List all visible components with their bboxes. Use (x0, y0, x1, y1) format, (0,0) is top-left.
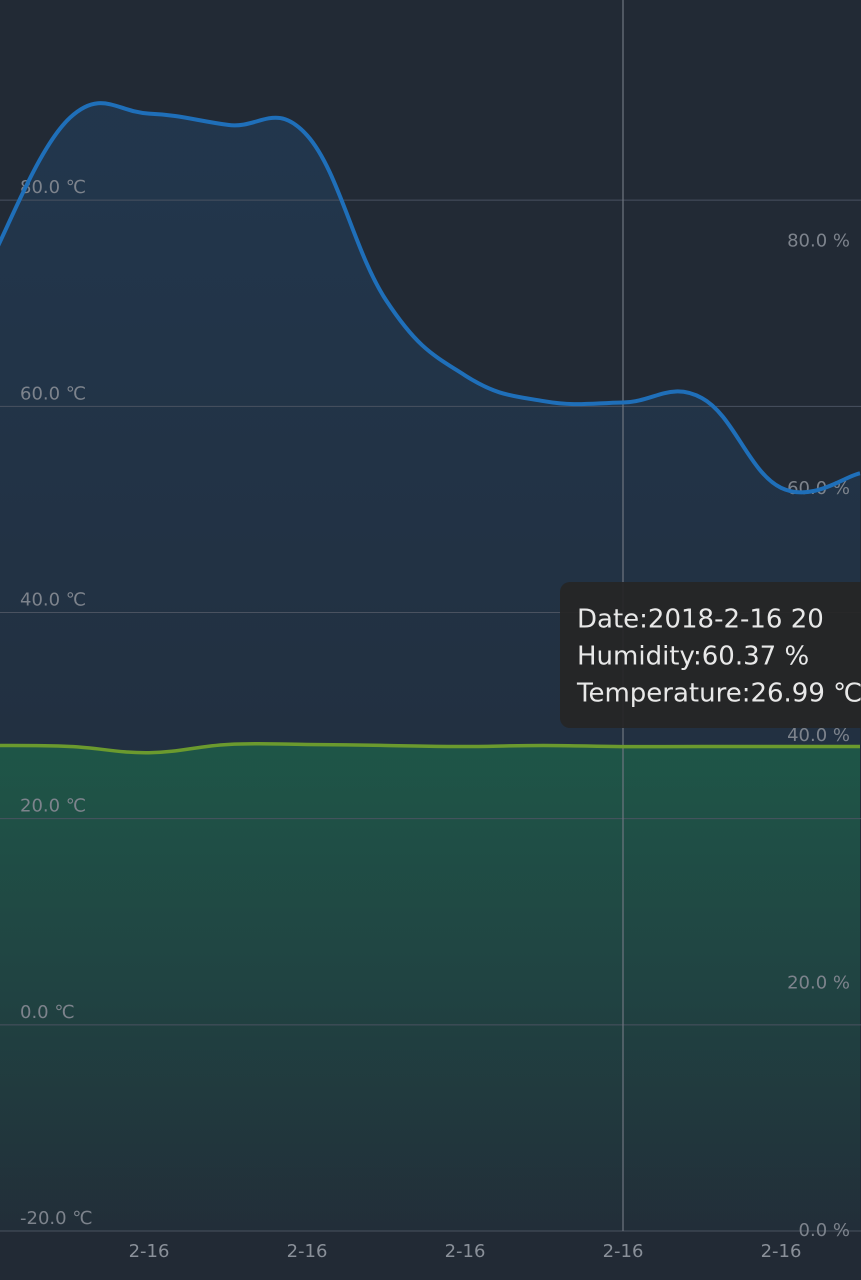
y-tick-label: 60.0 ℃ (20, 383, 86, 404)
tooltip-box (560, 582, 861, 728)
tooltip-line: Temperature:26.99 ℃ (576, 679, 861, 709)
y-tick-label: 40.0 ℃ (20, 590, 86, 611)
tooltip-line: Date:2018-2-16 20 (577, 605, 824, 635)
y-tick-label: 20.0 ℃ (20, 796, 86, 817)
tooltip: Date:2018-2-16 20 Humidity:60.37 % Tempera… (560, 582, 861, 728)
y-tick-label: -20.0 ℃ (20, 1208, 93, 1229)
area (0, 743, 860, 1231)
y2-tick-label: 80.0 % (787, 230, 850, 251)
x-tick-label: 2-16 (603, 1241, 644, 1262)
x-tick-label: 2-16 (129, 1241, 170, 1262)
x-tick-label: 2-16 (287, 1241, 328, 1262)
line (0, 101, 861, 495)
y2-tick-label: 40.0 % (787, 725, 850, 746)
y2-tick-label: 20.0 % (787, 973, 850, 994)
y-tick-label: 0.0 ℃ (20, 1002, 75, 1023)
x-tick-label: 2-16 (761, 1241, 802, 1262)
tooltip-line: Humidity:60.37 % (577, 642, 809, 672)
line (0, 741, 860, 755)
y2-tick-label: 0.0 % (799, 1220, 850, 1241)
x-tick-label: 2-16 (445, 1241, 486, 1262)
y-tick-label: 80.0 ℃ (20, 177, 86, 198)
